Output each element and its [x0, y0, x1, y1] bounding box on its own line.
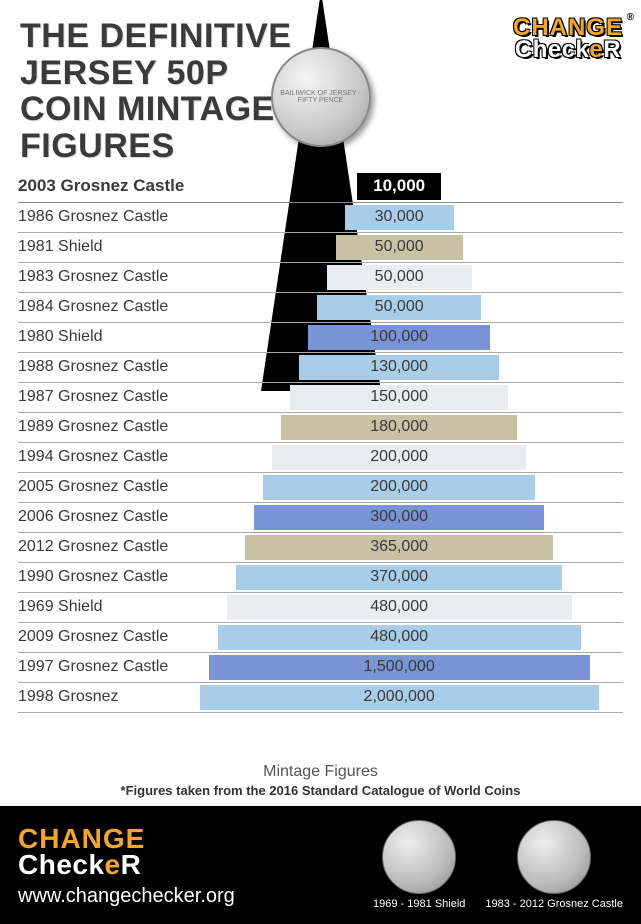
pyramid-row: 1988 Grosnez Castle 130,000	[18, 353, 623, 383]
row-band: 1,500,000	[209, 655, 590, 680]
chart-caption: Mintage Figures	[0, 763, 641, 781]
row-label: 2006 Grosnez Castle	[18, 508, 168, 526]
row-label: 1998 Grosnez	[18, 688, 119, 706]
row-label: 2003 Grosnez Castle	[18, 176, 184, 196]
row-value: 370,000	[370, 568, 428, 586]
row-band: 180,000	[281, 415, 517, 440]
pyramid-chart: BAILIWICK OF JERSEY · FIFTY PENCE 2003 G…	[0, 171, 641, 761]
pyramid-row: 2005 Grosnez Castle 200,000	[18, 473, 623, 503]
row-label: 1983 Grosnez Castle	[18, 268, 168, 286]
row-band: 50,000	[327, 265, 472, 290]
row-value: 30,000	[375, 208, 424, 226]
logo-line1: CHANGE	[513, 14, 623, 42]
pyramid-row: 2012 Grosnez Castle 365,000	[18, 533, 623, 563]
pyramid-row: 2006 Grosnez Castle 300,000	[18, 503, 623, 533]
row-value: 150,000	[370, 388, 428, 406]
row-value: 130,000	[370, 358, 428, 376]
row-band: 130,000	[299, 355, 499, 380]
row-label: 1984 Grosnez Castle	[18, 298, 168, 316]
row-label: 1994 Grosnez Castle	[18, 448, 168, 466]
row-value: 300,000	[370, 508, 428, 526]
row-band: 50,000	[317, 295, 480, 320]
row-label: 1997 Grosnez Castle	[18, 658, 168, 676]
row-value: 1,500,000	[364, 658, 435, 676]
row-value: 10,000	[373, 176, 425, 196]
row-band: 30,000	[345, 205, 454, 230]
pyramid-row: 1981 Shield 50,000	[18, 233, 623, 263]
row-label: 2012 Grosnez Castle	[18, 538, 168, 556]
pyramid-row: 1969 Shield 480,000	[18, 593, 623, 623]
row-band: 100,000	[308, 325, 490, 350]
pyramid-row: 1998 Grosnez 2,000,000	[18, 683, 623, 713]
row-band: 365,000	[245, 535, 554, 560]
row-value: 200,000	[370, 448, 428, 466]
footer: CHANGE CheckeR www.changechecker.org 196…	[0, 806, 641, 924]
footer-coin-2: 1983 - 2012 Grosnez Castle	[485, 820, 623, 910]
pyramid-row: 1986 Grosnez Castle 30,000	[18, 203, 623, 233]
row-value: 2,000,000	[364, 688, 435, 706]
row-band: 150,000	[290, 385, 508, 410]
row-value: 50,000	[375, 298, 424, 316]
coin-shield-icon	[382, 820, 456, 894]
coin-image-top: BAILIWICK OF JERSEY · FIFTY PENCE	[271, 47, 371, 147]
row-label: 1986 Grosnez Castle	[18, 208, 168, 226]
footer-logo-line1: CHANGE	[18, 823, 353, 855]
coin-grosnez-icon	[517, 820, 591, 894]
footer-coin-2-label: 1983 - 2012 Grosnez Castle	[485, 898, 623, 910]
row-band: 370,000	[236, 565, 563, 590]
row-label: 1987 Grosnez Castle	[18, 388, 168, 406]
row-label: 1969 Shield	[18, 598, 103, 616]
row-value: 480,000	[370, 628, 428, 646]
row-value: 50,000	[375, 268, 424, 286]
row-label: 1981 Shield	[18, 238, 103, 256]
row-band: 480,000	[218, 625, 581, 650]
row-label: 1989 Grosnez Castle	[18, 418, 168, 436]
row-band: 200,000	[272, 445, 526, 470]
pyramid-row: 1989 Grosnez Castle 180,000	[18, 413, 623, 443]
pyramid-row: 1997 Grosnez Castle 1,500,000	[18, 653, 623, 683]
row-band: 200,000	[263, 475, 535, 500]
pyramid-row: 1983 Grosnez Castle 50,000	[18, 263, 623, 293]
footer-url: www.changechecker.org	[18, 885, 353, 908]
row-band: 480,000	[227, 595, 572, 620]
pyramid-rows: 2003 Grosnez Castle 10,000 1986 Grosnez Ca…	[18, 171, 623, 713]
chart-subcaption: *Figures taken from the 2016 Standard Ca…	[0, 783, 641, 798]
pyramid-row: 1987 Grosnez Castle 150,000	[18, 383, 623, 413]
pyramid-row: 1980 Shield 100,000	[18, 323, 623, 353]
row-label: 2009 Grosnez Castle	[18, 628, 168, 646]
footer-coin-1-label: 1969 - 1981 Shield	[373, 898, 465, 910]
row-value: 100,000	[370, 328, 428, 346]
row-value: 200,000	[370, 478, 428, 496]
pyramid-row: 1994 Grosnez Castle 200,000	[18, 443, 623, 473]
row-label: 1990 Grosnez Castle	[18, 568, 168, 586]
row-band: 50,000	[336, 235, 463, 260]
pyramid-row: 1984 Grosnez Castle 50,000	[18, 293, 623, 323]
row-value: 480,000	[370, 598, 428, 616]
row-band: 2,000,000	[200, 685, 599, 710]
row-value: 365,000	[370, 538, 428, 556]
row-band: 300,000	[254, 505, 544, 530]
pyramid-row: 2009 Grosnez Castle 480,000	[18, 623, 623, 653]
row-label: 1980 Shield	[18, 328, 103, 346]
pyramid-row: 2003 Grosnez Castle 10,000	[18, 171, 623, 203]
row-label: 2005 Grosnez Castle	[18, 478, 168, 496]
row-label: 1988 Grosnez Castle	[18, 358, 168, 376]
footer-coin-1: 1969 - 1981 Shield	[373, 820, 465, 910]
row-band: 10,000	[357, 173, 442, 200]
row-value: 50,000	[375, 238, 424, 256]
row-value: 180,000	[370, 418, 428, 436]
footer-left: CHANGE CheckeR www.changechecker.org	[18, 823, 353, 908]
pyramid-row: 1990 Grosnez Castle 370,000	[18, 563, 623, 593]
footer-logo: CHANGE CheckeR	[18, 823, 353, 881]
logo-top: CHANGE CheckeR	[513, 14, 623, 64]
